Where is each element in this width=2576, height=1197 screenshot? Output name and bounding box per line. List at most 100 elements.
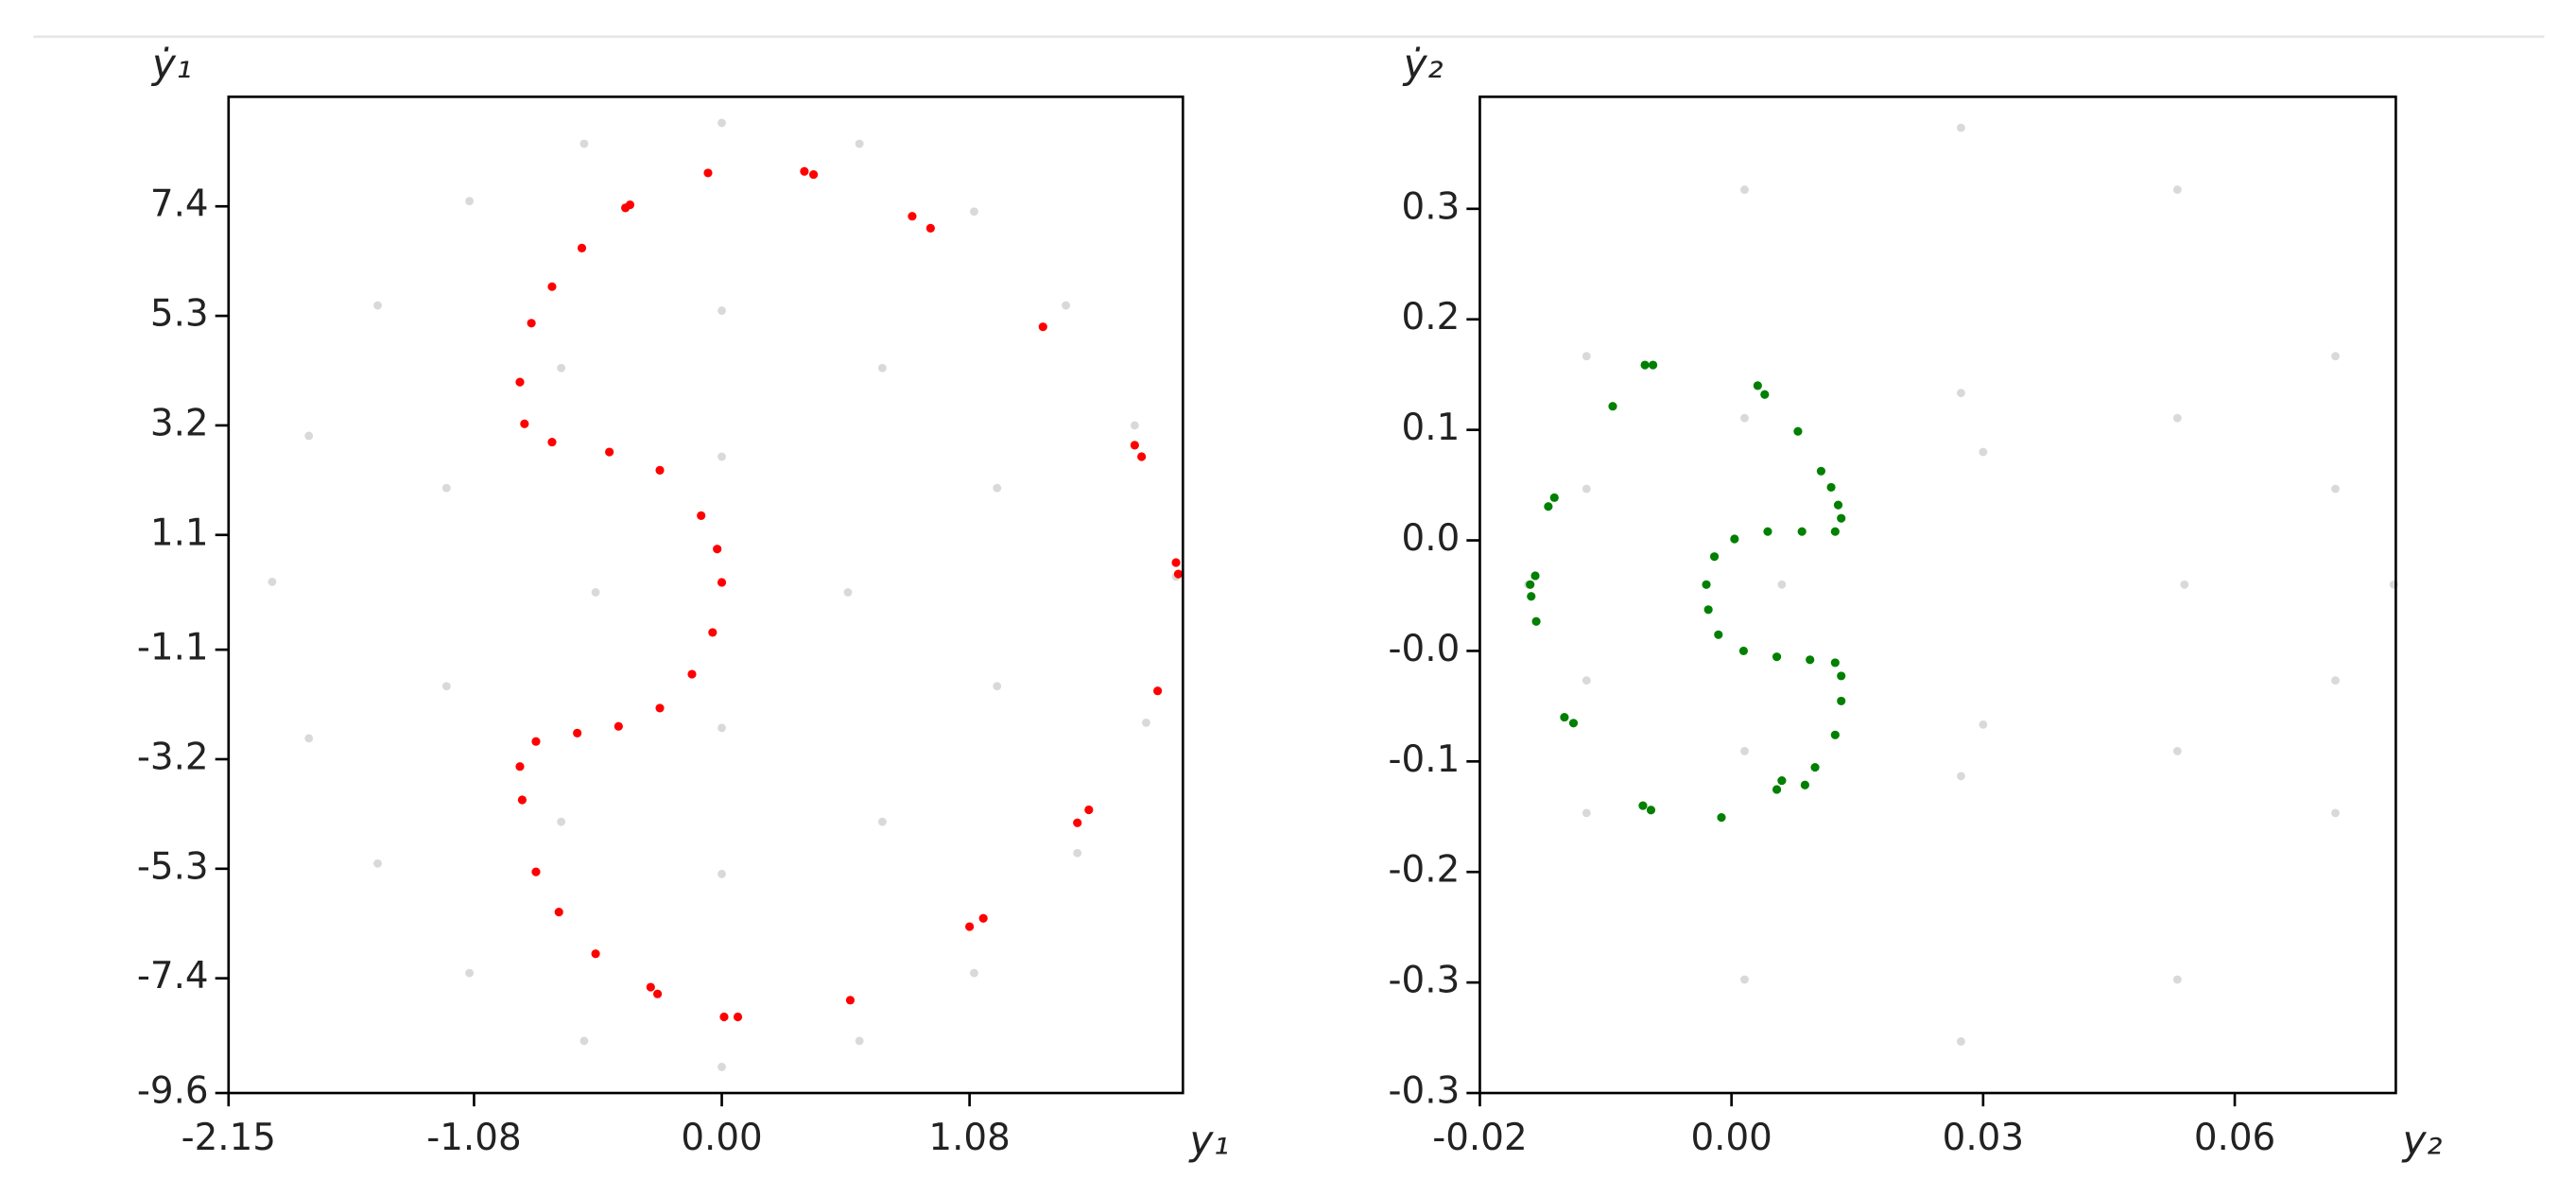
point: [1714, 630, 1723, 639]
point: [655, 465, 665, 475]
point: [1702, 580, 1711, 589]
point: [577, 243, 587, 252]
point: [1646, 806, 1656, 815]
point: [1073, 848, 1082, 858]
x-tick-label: -1.08: [426, 1117, 521, 1159]
point: [1649, 360, 1658, 370]
y-tick-label: 5.3: [150, 293, 209, 336]
point: [465, 968, 475, 978]
point: [1740, 747, 1749, 755]
point: [845, 996, 856, 1005]
point: [1957, 123, 1965, 132]
y-tick-label: -5.3: [137, 845, 209, 888]
point: [1797, 527, 1807, 536]
point: [2331, 352, 2340, 361]
point: [1582, 676, 1591, 685]
point: [1763, 527, 1772, 536]
point: [717, 869, 726, 878]
point: [2172, 413, 2182, 423]
point: [713, 545, 722, 554]
y-tick-label: 0.0: [1402, 517, 1461, 560]
point: [843, 588, 853, 597]
point: [1800, 780, 1809, 789]
point: [1837, 513, 1846, 523]
y-tick-label: -0.1: [1389, 738, 1461, 781]
point: [1810, 762, 1820, 772]
point: [697, 511, 706, 520]
point: [591, 949, 600, 959]
point: [2331, 484, 2340, 494]
y-tick-label: -9.6: [137, 1070, 209, 1113]
point: [1608, 402, 1617, 411]
point: [1526, 580, 1535, 589]
point: [1957, 772, 1965, 781]
point: [1830, 527, 1840, 536]
point: [1957, 389, 1965, 398]
point: [908, 212, 917, 221]
point: [1171, 558, 1181, 567]
point: [877, 363, 887, 373]
point: [573, 728, 582, 737]
x-tick-label: 0.06: [2194, 1117, 2275, 1159]
point: [970, 968, 978, 978]
point: [1582, 808, 1591, 818]
point: [646, 982, 655, 992]
point: [1957, 1037, 1965, 1046]
point: [1544, 502, 1553, 512]
point: [1717, 812, 1726, 823]
point: [1738, 646, 1749, 656]
point: [2172, 747, 2182, 755]
y-tick-label: 1.1: [150, 512, 209, 554]
point: [1582, 352, 1591, 361]
point: [717, 452, 726, 461]
y-tick-label: -7.4: [137, 955, 209, 998]
point: [1130, 421, 1139, 430]
point: [373, 301, 382, 310]
point: [1830, 658, 1840, 668]
point: [655, 703, 665, 713]
x-tick-label: 0.03: [1943, 1117, 2024, 1159]
point: [531, 867, 541, 876]
point: [1837, 696, 1846, 706]
point: [1833, 500, 1843, 510]
point: [1531, 616, 1541, 626]
y-tick-label: -0.3: [1389, 1070, 1461, 1113]
point: [733, 1012, 743, 1022]
point: [877, 817, 887, 826]
point: [1816, 466, 1826, 476]
y-tick-label: -3.2: [137, 736, 209, 778]
y-tick-label: 7.4: [150, 183, 209, 226]
point: [591, 588, 600, 597]
point: [441, 483, 451, 493]
point: [1130, 441, 1139, 450]
point: [978, 913, 988, 923]
y-tick-label: -0.0: [1389, 628, 1461, 670]
point: [1772, 652, 1782, 662]
point: [520, 419, 529, 428]
y-axis-label: ẏ₂: [1402, 41, 1444, 87]
point: [373, 859, 382, 868]
point: [719, 1012, 729, 1022]
y-tick-label: -0.2: [1389, 849, 1461, 892]
y-tick-label: 0.2: [1402, 296, 1461, 338]
point: [1777, 776, 1787, 786]
x-tick-label: 0.00: [681, 1117, 762, 1159]
point: [1830, 730, 1840, 739]
x-tick-label: -2.15: [182, 1117, 276, 1159]
point: [717, 118, 726, 128]
point: [441, 682, 451, 691]
point: [1730, 534, 1739, 544]
point: [800, 166, 809, 176]
point: [1137, 452, 1147, 461]
point: [527, 319, 536, 328]
x-tick-label: 0.00: [1690, 1117, 1772, 1159]
point: [605, 447, 614, 457]
x-axis-label: y₂: [2400, 1117, 2442, 1163]
point: [517, 795, 527, 805]
point: [1979, 720, 1988, 729]
point: [1173, 569, 1184, 579]
point: [1084, 805, 1094, 815]
point: [2172, 185, 2182, 194]
point: [1073, 818, 1082, 827]
